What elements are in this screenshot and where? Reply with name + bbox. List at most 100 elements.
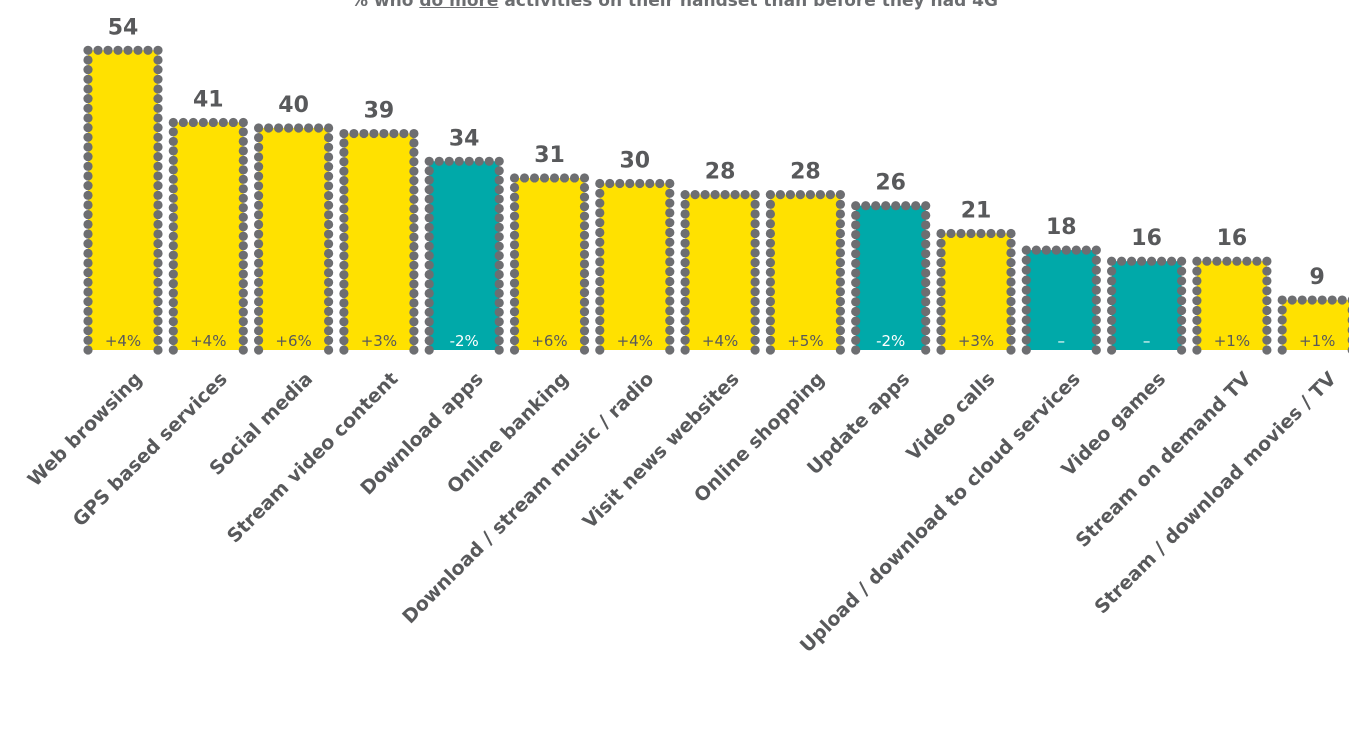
bar-border-dot [665, 198, 675, 208]
bar-border-dot [424, 203, 434, 214]
bar-border-dot [1021, 265, 1031, 275]
bar-border-dot [680, 277, 690, 287]
bar-border-dot [665, 306, 675, 316]
bar-border-dot [83, 55, 93, 65]
bar-border-dot [153, 306, 163, 316]
bar-border-dot [835, 190, 846, 200]
bar-border-dot [665, 276, 675, 287]
bar-border-dot [936, 325, 946, 336]
bar-border-dot [1192, 315, 1202, 325]
bar-value-label: 18 [1046, 215, 1077, 240]
bar-border-dot [83, 268, 93, 278]
bar-border-dot [881, 201, 891, 211]
bar-border-dot [324, 123, 334, 133]
bar-border-dot [153, 113, 163, 123]
bar-border-dot [936, 248, 946, 258]
bar-border-dot [956, 228, 966, 239]
bar-border-dot [1107, 296, 1117, 306]
bar-border-dot [680, 316, 690, 326]
bar-border-dot [339, 298, 349, 308]
bar-border-dot [153, 248, 163, 258]
bar-border-dot [324, 190, 334, 201]
bar-border-dot [665, 178, 675, 189]
bar-border-dot [595, 188, 605, 198]
bar-border-dot [595, 257, 605, 267]
bar-border-dot [324, 248, 334, 259]
bar-group: 54+4%Web browsing [24, 15, 163, 491]
bar-border-dot [424, 222, 434, 232]
bar-border-dot [339, 194, 349, 205]
bar-border-dot [83, 181, 93, 191]
bar [1111, 261, 1182, 350]
bar-border-dot [494, 213, 504, 223]
bar-border-dot [409, 176, 419, 186]
bar-border-dot [680, 199, 690, 209]
bar-border-dot [765, 257, 776, 268]
bar-border-dot [851, 326, 861, 336]
bar-border-dot [238, 127, 248, 137]
bar-border-dot [254, 335, 264, 345]
bar-border-dot [254, 326, 264, 336]
bar-border-dot [1262, 296, 1272, 306]
category-label: GPS based services [69, 368, 232, 531]
bar-border-dot [765, 199, 776, 209]
bar-border-dot [936, 267, 946, 277]
bar-border-dot [153, 277, 163, 287]
bar-border-dot [409, 166, 419, 176]
bar-border-dot [579, 345, 590, 355]
bar-border-dot [168, 136, 178, 147]
bar-border-dot [851, 210, 861, 220]
bar-border-dot [113, 45, 123, 55]
bar-border-dot [579, 240, 590, 250]
bar-border-dot [254, 190, 264, 201]
bar-border-dot [750, 296, 760, 307]
bar-border-dot [324, 239, 334, 249]
bar-border-dot [1297, 295, 1307, 305]
bar-border-dot [254, 229, 264, 239]
bar-border-dot [238, 307, 248, 317]
bar-border-dot [921, 316, 931, 326]
bar-border-dot [665, 227, 675, 238]
bar-border-dot [153, 65, 163, 75]
bar-border-dot [494, 166, 504, 176]
bar-border-dot [936, 345, 946, 355]
bar-border-dot [494, 185, 504, 195]
bar [855, 205, 926, 350]
bar-border-dot [1127, 256, 1137, 266]
bar-border-dot [1327, 295, 1337, 305]
bar-border-dot [1262, 335, 1272, 345]
bar-border-dot [509, 259, 520, 269]
bar-border-dot [1177, 325, 1187, 335]
bar-border-dot [921, 201, 931, 211]
bar [258, 128, 329, 350]
bar [514, 177, 585, 350]
bar-border-dot [83, 123, 93, 133]
bar-border-dot [123, 45, 133, 55]
bar-border-dot [835, 316, 846, 326]
bar-border-dot [424, 345, 434, 355]
bar-value-label: 41 [193, 87, 224, 112]
bar-border-dot [1232, 256, 1242, 266]
bar-border-dot [1192, 256, 1202, 266]
category-label: Video calls [902, 368, 999, 465]
bar-border-dot [509, 192, 520, 202]
bar-border-dot [615, 178, 625, 189]
bar-border-dot [1021, 335, 1031, 345]
bar-border-dot [665, 325, 675, 336]
bar-border-dot [1177, 315, 1187, 325]
bar-border-dot [509, 182, 520, 193]
bar-border-dot [1091, 285, 1101, 295]
bar-change-label: +4% [105, 332, 141, 350]
bar-border-dot [133, 45, 143, 55]
bar-border-dot [750, 238, 760, 248]
bar-border-dot [254, 248, 264, 259]
bar-value-label: 28 [790, 160, 821, 185]
bar-border-dot [936, 277, 946, 287]
bar-border-dot [579, 278, 590, 288]
bar-border-dot [911, 201, 921, 211]
bar-border-dot [1202, 256, 1212, 266]
bar-border-dot [700, 190, 710, 200]
bar-border-dot [168, 260, 178, 270]
bar-border-dot [339, 279, 349, 289]
bar-border-dot [835, 248, 846, 258]
